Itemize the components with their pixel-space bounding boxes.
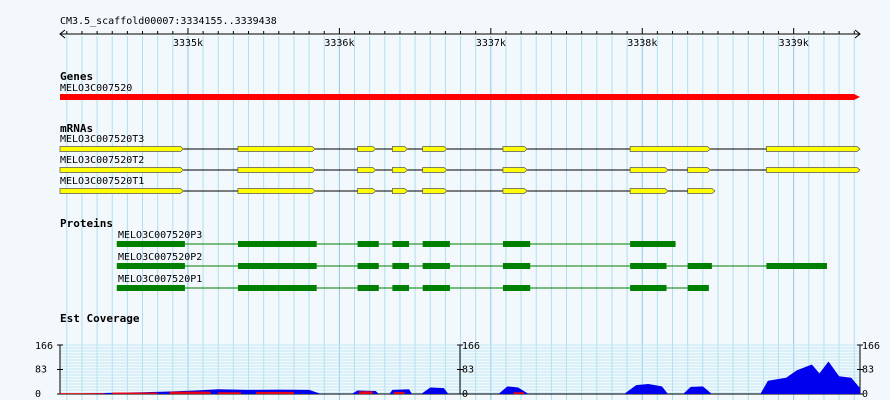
mrna-exon[interactable] [237,188,316,194]
proteins-track[interactable]: MELO3C007520P3 MELO3C007520P2 MELO3C007520… [116,230,827,291]
est-track-title: Est Coverage [60,312,140,325]
protein-exon[interactable] [357,263,379,269]
ruler-tick-label: 3336k [324,38,354,49]
mrna-exon[interactable] [502,188,528,194]
mrna-exon[interactable] [502,146,528,152]
protein-exon[interactable] [392,263,410,269]
proteins-track-title: Proteins [60,217,113,230]
gene-label: MELO3C007520 [60,83,132,94]
protein-exon[interactable] [116,285,185,291]
protein-exon[interactable] [116,263,185,269]
mrna-exon[interactable] [629,188,669,194]
ruler-left-arrow [59,29,66,39]
est-coverage-red [60,393,105,394]
est-coverage-red [169,391,211,394]
est-coverage-area [60,361,860,394]
mrna-exon[interactable] [59,167,184,173]
est-coverage-red [218,392,241,394]
protein-label: MELO3C007520P2 [118,252,202,263]
mrna-exon[interactable] [392,146,409,152]
protein-exon[interactable] [766,263,827,269]
protein-label: MELO3C007520P3 [118,230,202,241]
mrna-label: MELO3C007520T1 [60,176,144,187]
mrnas-track[interactable]: MELO3C007520T3 MELO3C007520T2 MELO3C007520… [59,134,861,194]
gene-feature[interactable] [60,94,860,100]
ruler-right-arrow [854,29,861,39]
mrna-exon[interactable] [422,146,448,152]
genes-track-title: Genes [60,70,93,83]
protein-exon[interactable] [392,285,410,291]
mrna-exon[interactable] [357,146,377,152]
mrna-exon[interactable] [766,146,861,152]
ruler-tick-label: 3338k [627,38,657,49]
protein-exon[interactable] [630,241,676,247]
est-coverage-red [513,392,525,394]
protein-exon[interactable] [357,241,379,247]
mrna-exon[interactable] [59,188,184,194]
est-coverage-track: 166830166830166830 [35,341,880,400]
protein-exon[interactable] [237,285,317,291]
mrna-exon[interactable] [392,188,409,194]
protein-exon[interactable] [357,285,379,291]
est-axis-label: 83 [462,365,474,376]
mrna-label: MELO3C007520T3 [60,134,144,145]
mrnas-track-title: mRNAs [60,122,93,135]
mrna-label: MELO3C007520T2 [60,155,144,166]
est-coverage-red [112,392,158,394]
protein-exon[interactable] [422,241,450,247]
protein-exon[interactable] [237,263,317,269]
est-coverage-red [393,391,405,394]
region-label: CM3.5_scaffold00007:3334155..3339438 [60,16,277,27]
protein-exon[interactable] [630,285,667,291]
protein-label: MELO3C007520P1 [118,274,202,285]
mrna-exon[interactable] [357,188,377,194]
protein-exon[interactable] [237,241,317,247]
est-axis-label: 166 [35,341,53,352]
mrna-exon[interactable] [687,188,716,194]
mrna-exon[interactable] [357,167,377,173]
mrna-exon[interactable] [59,146,184,152]
mrna-exon[interactable] [766,167,861,173]
est-axis-label: 0 [862,389,868,400]
protein-exon[interactable] [116,241,185,247]
protein-exon[interactable] [422,263,450,269]
mrna-exon[interactable] [502,167,528,173]
protein-exon[interactable] [630,263,667,269]
protein-exon[interactable] [392,241,410,247]
est-axis-label: 166 [462,341,480,352]
genes-track[interactable]: MELO3C007520 [60,83,860,100]
est-axis-label: 83 [862,365,874,376]
protein-exon[interactable] [502,241,531,247]
mrna-exon[interactable] [629,146,711,152]
protein-exon[interactable] [502,285,531,291]
protein-exon[interactable] [422,285,450,291]
mrna-exon[interactable] [392,167,409,173]
protein-exon[interactable] [687,263,712,269]
est-axis-label: 166 [862,341,880,352]
protein-exon[interactable] [502,263,531,269]
ruler-tick-label: 3337k [476,38,506,49]
mrna-exon[interactable] [422,188,448,194]
mrna-exon[interactable] [687,167,711,173]
est-coverage-red [256,391,294,394]
est-axis-label: 0 [35,389,41,400]
mrna-exon[interactable] [237,146,316,152]
mrna-exon[interactable] [629,167,669,173]
mrna-exon[interactable] [237,167,316,173]
mrna-exon[interactable] [422,167,448,173]
ruler-tick-label: 3339k [779,38,809,49]
ruler-tick-label: 3335k [173,38,203,49]
ruler[interactable]: 3335k 3336k 3337k 3338k 3339k [59,28,861,49]
est-coverage-red [359,391,373,394]
est-axis-label: 83 [35,365,47,376]
protein-exon[interactable] [687,285,709,291]
